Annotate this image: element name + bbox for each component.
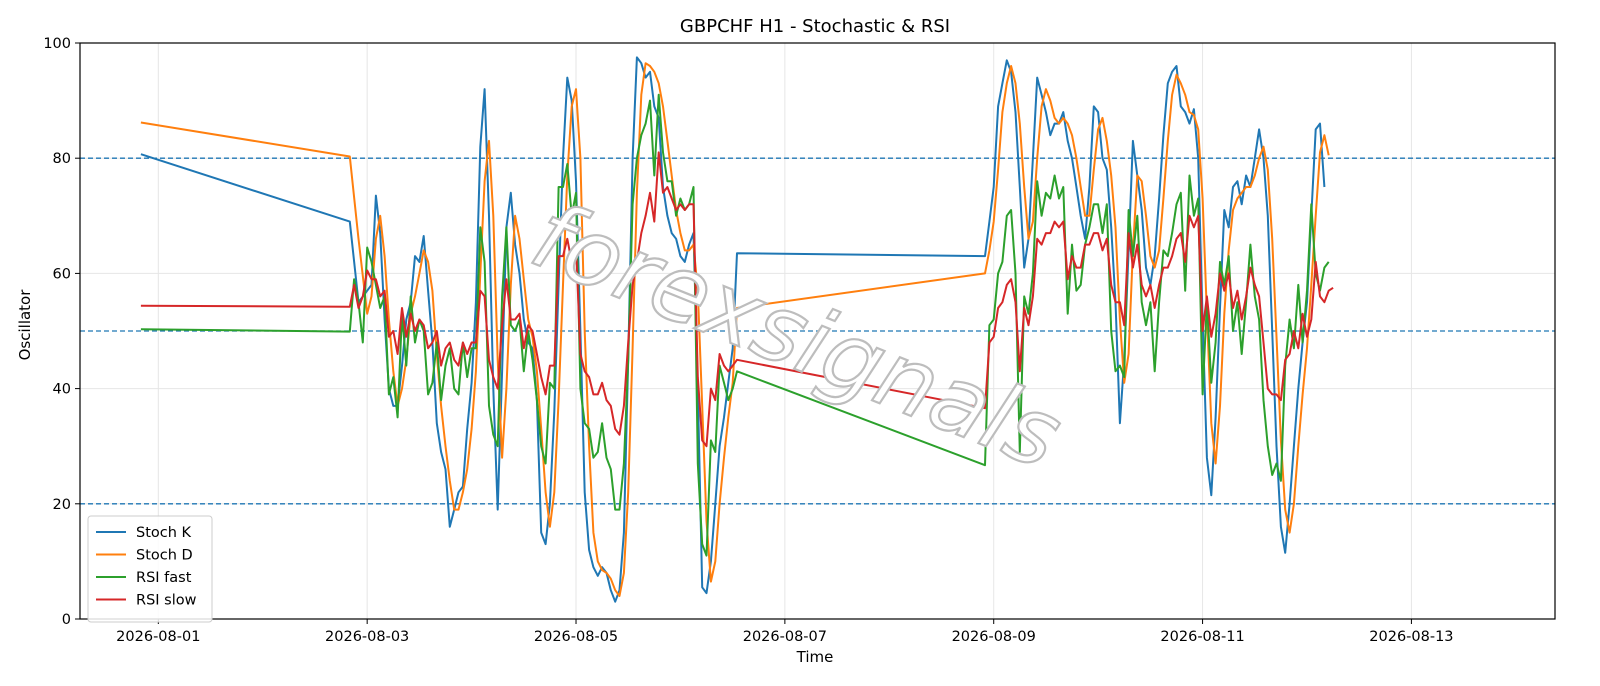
y-tick-label: 100 bbox=[43, 36, 71, 52]
y-tick-label: 40 bbox=[53, 382, 71, 398]
legend-label: Stoch D bbox=[136, 548, 193, 564]
x-tick-label: 2026-08-11 bbox=[1160, 629, 1244, 645]
legend-label: Stoch K bbox=[136, 525, 192, 541]
chart-title: GBPCHF H1 - Stochastic & RSI bbox=[680, 16, 950, 37]
reference-lines bbox=[80, 157, 1555, 505]
x-tick-label: 2026-08-13 bbox=[1369, 629, 1453, 645]
x-tick-label: 2026-08-03 bbox=[325, 629, 409, 645]
series-lines bbox=[140, 56, 1334, 603]
x-tick-label: 2026-08-09 bbox=[952, 629, 1036, 645]
y-tick-label: 0 bbox=[62, 612, 71, 628]
y-tick-label: 80 bbox=[53, 151, 71, 167]
x-tick-label: 2026-08-01 bbox=[116, 629, 200, 645]
series-line-stoch-k bbox=[140, 56, 1326, 603]
legend-frame bbox=[87, 515, 213, 623]
legend-label: RSI fast bbox=[136, 570, 192, 586]
axis-ticks: 0 20 40 60 80 100 2026-08-01 2026-08-03 2026-08-… bbox=[43, 36, 1453, 645]
x-axis-label: Time bbox=[796, 648, 834, 666]
y-tick-label: 20 bbox=[53, 497, 71, 513]
y-tick-label: 60 bbox=[53, 266, 71, 282]
plot-frame bbox=[79, 42, 1556, 620]
x-tick-label: 2026-08-05 bbox=[534, 629, 618, 645]
series-line-rsi-slow bbox=[140, 151, 1334, 448]
legend: Stoch K Stoch D RSI fast RSI slow bbox=[87, 515, 213, 623]
y-axis-label: Oscillator bbox=[16, 289, 34, 361]
legend-label: RSI slow bbox=[136, 593, 197, 609]
x-tick-label: 2026-08-07 bbox=[743, 629, 827, 645]
series-line-rsi-fast bbox=[140, 93, 1330, 557]
